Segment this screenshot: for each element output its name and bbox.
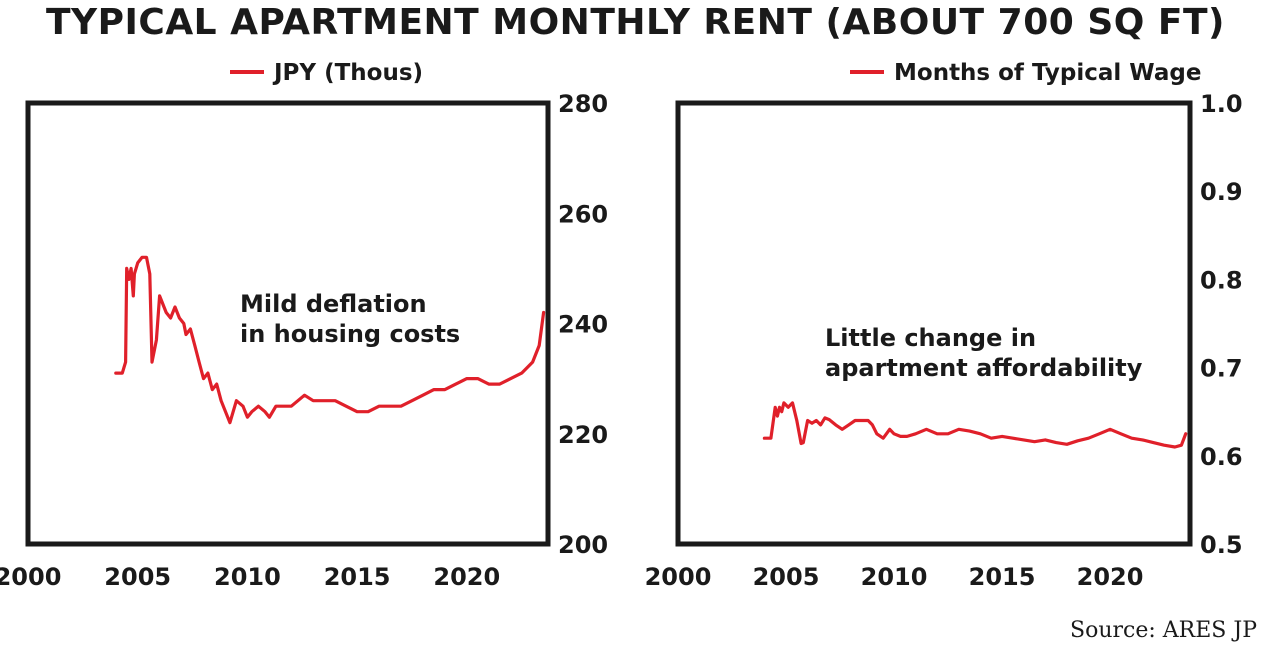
- left-x-tick-label: 2015: [324, 563, 391, 591]
- right-y-tick-label: 0.9: [1200, 178, 1243, 206]
- left-y-tick-label: 200: [558, 531, 608, 559]
- right-y-tick-label: 0.7: [1200, 355, 1243, 383]
- left-x-tick-label: 2020: [433, 563, 500, 591]
- source-note: Source: ARES JP: [1070, 618, 1257, 643]
- left-x-tick-label: 2005: [104, 563, 171, 591]
- right-chart-panel: Months of Typical Wage 0.5 0.6 0.7 0.8 0.9 1.0…: [645, 60, 1243, 591]
- right-x-tick-label: 2020: [1077, 563, 1144, 591]
- right-x-tick-label: 2000: [645, 563, 712, 591]
- right-x-tick-label: 2015: [969, 563, 1036, 591]
- left-x-tick-label: 2000: [0, 563, 61, 591]
- left-y-tick-label: 220: [558, 421, 608, 449]
- left-series-line: [114, 255, 546, 425]
- right-y-tick-label: 0.8: [1200, 266, 1243, 294]
- right-y-tick-label: 0.6: [1200, 443, 1243, 471]
- right-y-tick-label: 0.5: [1200, 531, 1243, 559]
- left-plot-frame: [25, 100, 551, 547]
- right-annotation-line: apartment affordability: [825, 354, 1143, 382]
- left-annotation-line: in housing costs: [240, 320, 460, 348]
- chart-title: TYPICAL APARTMENT MONTHLY RENT (ABOUT 70…: [46, 2, 1225, 43]
- left-x-tick-label: 2010: [214, 563, 281, 591]
- right-series-line: [762, 401, 1188, 449]
- left-annotation-line: Mild deflation: [240, 290, 427, 318]
- right-x-tick-label: 2005: [753, 563, 820, 591]
- left-y-tick-label: 240: [558, 311, 608, 339]
- left-y-tick-label: 260: [558, 200, 608, 228]
- right-annotation-line: Little change in: [825, 324, 1036, 352]
- right-x-tick-label: 2010: [861, 563, 928, 591]
- right-legend-label: Months of Typical Wage: [894, 60, 1201, 86]
- left-legend-label: JPY (Thous): [272, 60, 423, 86]
- right-plot-frame: [675, 100, 1193, 547]
- left-y-tick-label: 280: [558, 90, 608, 118]
- right-y-tick-label: 1.0: [1200, 90, 1243, 118]
- left-chart-panel: JPY (Thous) 200 220 240 260 280 2000 2005 2010 20…: [0, 60, 608, 591]
